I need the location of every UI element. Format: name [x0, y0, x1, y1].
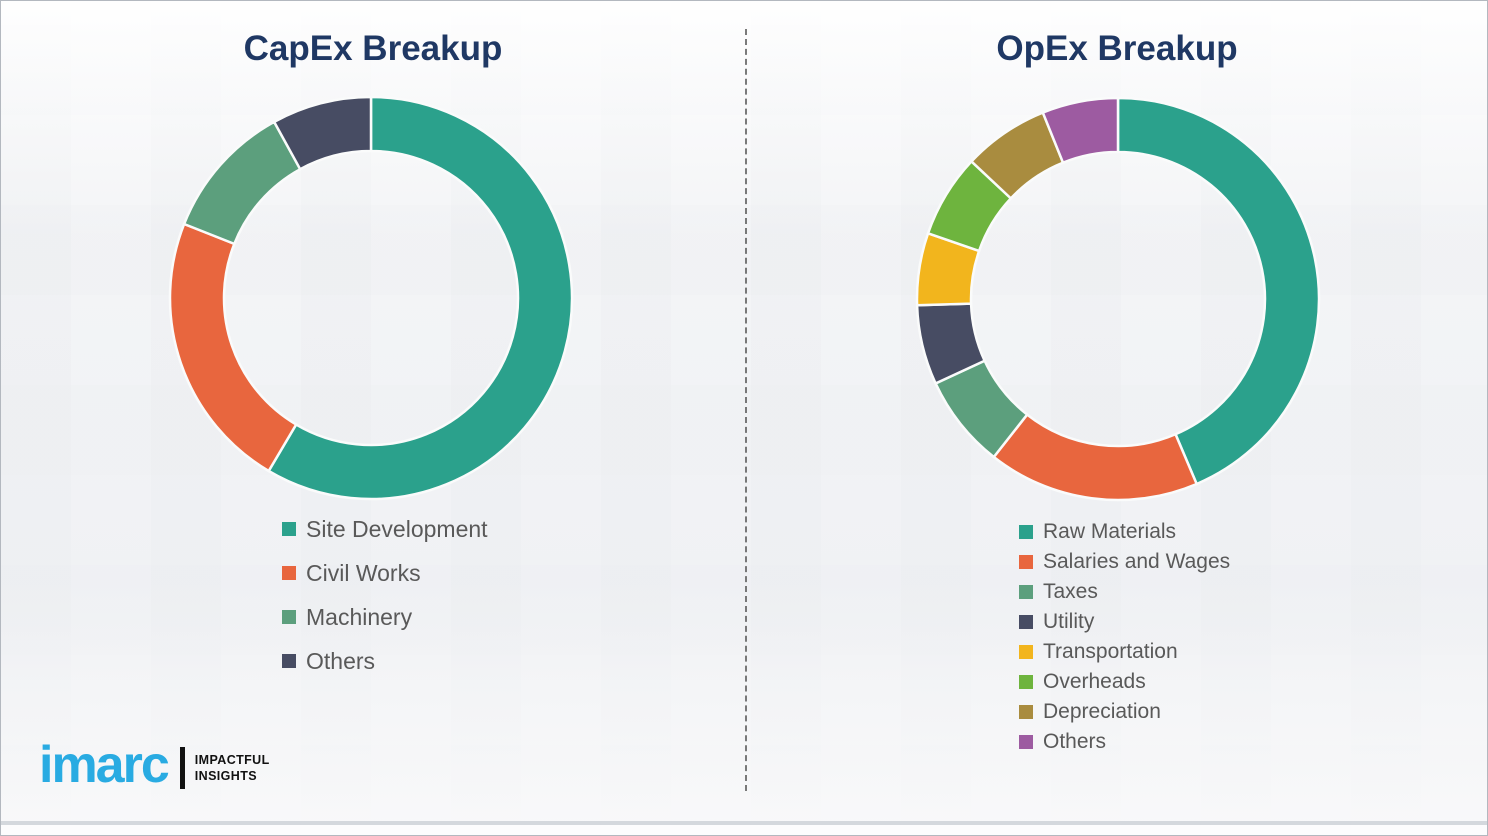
opex-donut-chart	[915, 96, 1321, 502]
opex-title: OpEx Breakup	[996, 29, 1238, 68]
logo-tagline: IMPACTFUL INSIGHTS	[195, 752, 270, 785]
donut-segment-machinery	[182, 120, 302, 246]
legend-swatch-icon	[1019, 585, 1033, 599]
legend-item-transportation: Transportation	[1019, 637, 1230, 667]
tagline-line-2: INSIGHTS	[194, 769, 257, 783]
legend-swatch-icon	[1019, 525, 1033, 539]
legend-item-overheads: Overheads	[1019, 667, 1230, 697]
legend-swatch-icon	[1019, 555, 1033, 569]
legend-label: Others	[306, 647, 376, 674]
legend-item-depreciation: Depreciation	[1019, 697, 1230, 727]
legend-swatch-icon	[1019, 615, 1033, 629]
legend-swatch-icon	[1019, 645, 1033, 659]
legend-label: Site Development	[306, 515, 488, 542]
bottom-margin	[1, 825, 1487, 835]
legend-item-utility: Utility	[1019, 607, 1230, 637]
tagline-line-1: IMPACTFUL	[194, 752, 270, 767]
donut-segment-raw-materials	[1116, 96, 1321, 486]
legend-label: Civil Works	[306, 559, 421, 586]
donut-segment-others	[272, 95, 373, 171]
legend-item-salaries-and-wages: Salaries and Wages	[1019, 547, 1230, 577]
capex-donut-chart	[168, 95, 574, 501]
capex-title: CapEx Breakup	[243, 29, 503, 68]
legend-item-machinery: Machinery	[282, 595, 488, 639]
donut-segment-salaries-and-wages	[992, 413, 1198, 502]
legend-swatch-icon	[1019, 735, 1033, 749]
bottom-border	[1, 821, 1487, 825]
opex-legend: Raw Materials Salaries and Wages Taxes Util…	[1019, 517, 1230, 757]
legend-label: Overheads	[1043, 670, 1146, 693]
opex-panel: OpEx Breakup Raw Materials Salaries and W…	[745, 1, 1487, 835]
legend-swatch-icon	[1019, 675, 1033, 689]
capex-legend: Site Development Civil Works Machinery Othe…	[282, 507, 488, 683]
legend-item-others: Others	[282, 639, 488, 683]
capex-panel: CapEx Breakup Site Development Civil Work…	[1, 1, 745, 835]
donut-segment-site-development	[267, 95, 574, 501]
legend-item-others: Others	[1019, 727, 1230, 757]
imarc-logo: imarc IMPACTFUL INSIGHTS	[39, 739, 270, 791]
legend-item-site-development: Site Development	[282, 507, 488, 551]
legend-label: Utility	[1043, 610, 1095, 633]
legend-item-taxes: Taxes	[1019, 577, 1230, 607]
imarc-wordmark: imarc	[39, 736, 170, 794]
legend-item-raw-materials: Raw Materials	[1019, 517, 1230, 547]
legend-swatch-icon	[282, 566, 296, 580]
legend-swatch-icon	[282, 610, 296, 624]
donut-segment-civil-works	[168, 222, 298, 473]
legend-label: Salaries and Wages	[1043, 550, 1231, 573]
legend-label: Taxes	[1043, 580, 1098, 603]
legend-swatch-icon	[282, 654, 296, 668]
legend-label: Others	[1043, 730, 1107, 753]
legend-swatch-icon	[282, 522, 296, 536]
donut-segment-others	[1041, 96, 1120, 164]
legend-label: Machinery	[306, 603, 413, 630]
legend-swatch-icon	[1019, 705, 1033, 719]
legend-label: Depreciation	[1043, 700, 1161, 723]
logo-divider-bar	[179, 747, 185, 789]
legend-label: Raw Materials	[1043, 520, 1177, 543]
legend-item-civil-works: Civil Works	[282, 551, 488, 595]
legend-label: Transportation	[1043, 640, 1178, 663]
vertical-dashed-divider	[745, 29, 747, 791]
